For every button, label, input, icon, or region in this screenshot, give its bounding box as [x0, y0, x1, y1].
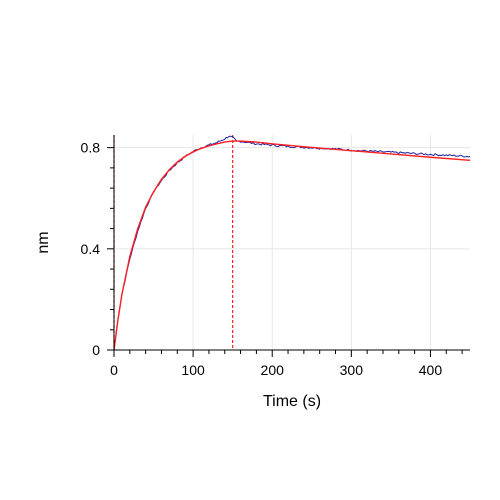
y-tick-label-1: 0.4 [81, 241, 101, 257]
series-line-1 [113, 140, 471, 351]
grid [114, 135, 470, 350]
x-tick-label-4: 400 [419, 362, 443, 378]
series [113, 135, 471, 351]
axes: 0 100 200 300 400 0 0.4 0.8 [81, 135, 470, 378]
y-tick-label-2: 0.8 [81, 140, 101, 156]
y-tick-label-0: 0 [92, 342, 100, 358]
x-tick-label-2: 200 [261, 362, 285, 378]
x-tick-label-0: 0 [110, 362, 118, 378]
x-tick-label-3: 300 [340, 362, 364, 378]
series-line-0 [113, 135, 471, 351]
x-tick-label-1: 100 [181, 362, 205, 378]
x-axis-title: Time (s) [263, 393, 321, 410]
y-axis-title: nm [35, 231, 52, 253]
